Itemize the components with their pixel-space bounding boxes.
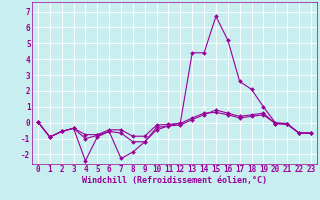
- X-axis label: Windchill (Refroidissement éolien,°C): Windchill (Refroidissement éolien,°C): [82, 176, 267, 185]
